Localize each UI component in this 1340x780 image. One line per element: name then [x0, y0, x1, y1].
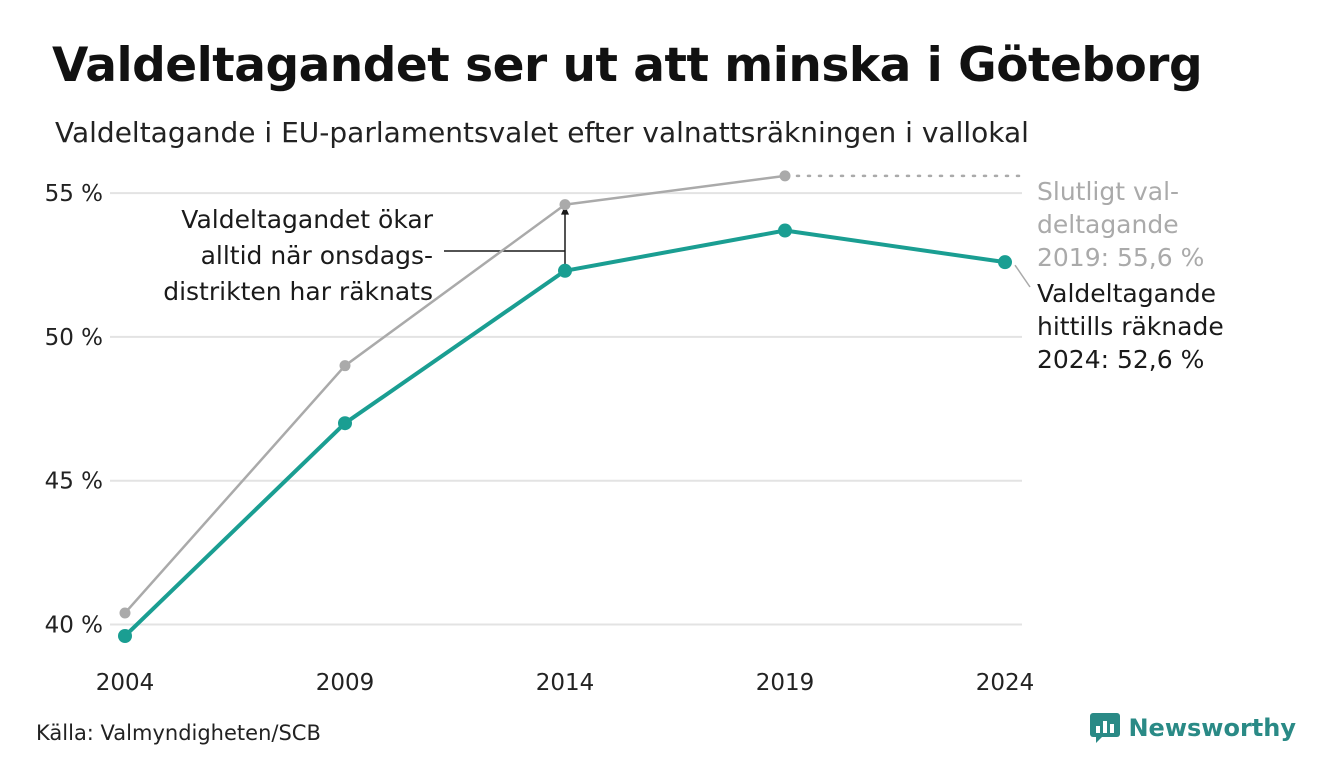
annotation-guides	[444, 174, 1031, 288]
annotations: Valdeltagandet ökar alltid när onsdags-di…	[163, 177, 1223, 374]
x-tick-label: 2009	[316, 670, 375, 696]
final-turnout-line	[123, 174, 787, 615]
final-turnout-point	[559, 199, 571, 211]
y-tick-label: 40 %	[45, 612, 103, 638]
chart-title: Valdeltagandet ser ut att minska i Göteb…	[52, 38, 1203, 93]
election-night-turnout-point	[558, 263, 572, 278]
election-night-turnout-point	[998, 255, 1012, 270]
chart-subtitle: Valdeltagande i EU-parlamentsvalet efter…	[55, 116, 1029, 149]
x-tick-label: 2019	[756, 670, 815, 696]
y-tick-label: 45 %	[45, 469, 103, 495]
brand-name: Newsworthy	[1128, 714, 1296, 742]
x-tick-label: 2014	[536, 670, 595, 696]
grid-lines	[110, 192, 1022, 626]
bar-chart-logo-icon	[1090, 713, 1121, 743]
final-label-line: Slutligt val-	[1037, 177, 1179, 206]
y-tick-label: 50 %	[45, 325, 103, 351]
wednesday-note-line: alltid när onsdags-	[201, 241, 433, 270]
series-layer	[118, 170, 1012, 643]
current-label-line: Valdeltagande	[1037, 279, 1216, 308]
election-night-turnout-point	[118, 629, 132, 643]
final-turnout-point	[779, 170, 791, 182]
current-label-leader	[1014, 264, 1031, 288]
x-tick-label: 2004	[96, 670, 155, 696]
y-tick-label: 55 %	[45, 181, 103, 207]
x-axis-ticks: 2004 2009 2014 2019 2024	[96, 670, 1035, 696]
current-label-line: 2024: 52,6 %	[1037, 345, 1204, 374]
x-tick-label: 2024	[976, 670, 1035, 696]
wednesday-note-line: distrikten har räknats	[163, 277, 433, 306]
source-note: Källa: Valmyndigheten/SCB	[36, 721, 321, 745]
election-night-turnout-point	[778, 223, 792, 238]
final-turnout-point	[339, 360, 351, 372]
wednesday-note-line: Valdeltagandet ökar	[181, 205, 433, 234]
election-night-turnout-point	[338, 416, 352, 431]
y-axis-ticks: 40 % 45 % 50 % 55 %	[45, 181, 103, 638]
brand-logo: Newsworthy	[1090, 713, 1296, 743]
final-label-line: 2019: 55,6 %	[1037, 243, 1204, 272]
final-label-line: deltagande	[1037, 210, 1179, 239]
current-label-line: hittills räknade	[1037, 312, 1224, 341]
final-turnout-point	[119, 607, 131, 619]
